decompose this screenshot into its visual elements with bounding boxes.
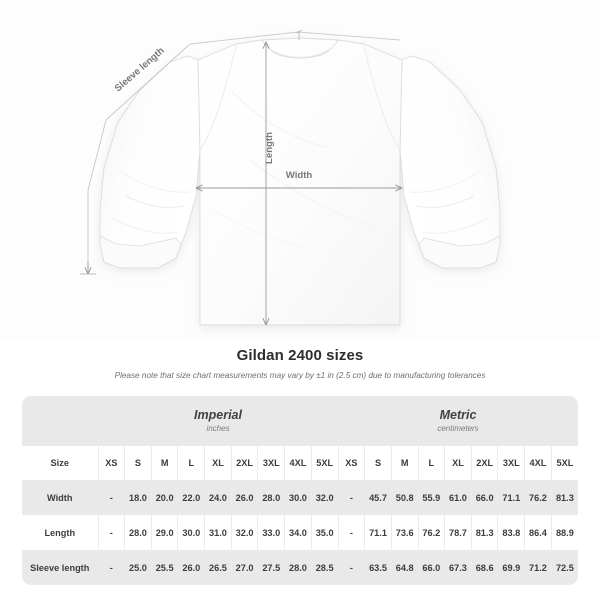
size-header-metric-3xl: 3XL (497, 446, 526, 480)
cell-sleeve-length-metric-3xl: 69.9 (497, 550, 526, 585)
size-header-metric-4xl: 4XL (524, 446, 552, 480)
garment-body-shape (99, 37, 501, 326)
cell-sleeve-length-metric-4xl: 71.2 (524, 550, 552, 585)
size-header-imperial-s: S (124, 446, 152, 480)
cell-sleeve-length-imperial-2xl: 27.0 (231, 550, 259, 585)
size-header-label: Size (22, 446, 99, 480)
cell-length-imperial-2xl: 32.0 (231, 515, 259, 550)
size-header-metric-s: S (364, 446, 392, 480)
cell-width-metric-m: 50.8 (391, 480, 419, 515)
cell-length-imperial-m: 29.0 (151, 515, 179, 550)
cell-sleeve-length-imperial-l: 26.0 (177, 550, 206, 585)
cell-width-imperial-l: 22.0 (177, 480, 206, 515)
cell-width-imperial-xs: - (98, 480, 126, 515)
cell-width-metric-5xl: 81.3 (551, 480, 578, 515)
unit-name: Imperial (194, 408, 242, 422)
cell-width-metric-s: 45.7 (364, 480, 392, 515)
unit-group-metric: Metric centimeters (338, 396, 578, 446)
chart-header: Gildan 2400 sizes Please note that size … (0, 346, 600, 381)
table-row: Length -28.0 29.0 30.0 31.0 32.0 33.0 34.0 35.0-… (22, 515, 578, 550)
cell-width-imperial-m: 20.0 (151, 480, 179, 515)
cell-sleeve-length-imperial-m: 25.5 (151, 550, 179, 585)
cell-length-imperial-s: 28.0 (124, 515, 152, 550)
cell-sleeve-length-imperial-xs: - (98, 550, 126, 585)
size-header-metric-xs: XS (337, 446, 366, 480)
cell-length-imperial-5xl: 35.0 (311, 515, 339, 550)
cell-width-metric-l: 55.9 (418, 480, 446, 515)
size-header-metric-m: M (391, 446, 419, 480)
size-header-metric-5xl: 5XL (551, 446, 578, 480)
size-chart-table: Imperial inches Metric centimeters Size XS S M L… (22, 396, 578, 585)
size-header-imperial-2xl: 2XL (231, 446, 259, 480)
cell-length-imperial-l: 30.0 (177, 515, 206, 550)
cell-sleeve-length-imperial-3xl: 27.5 (257, 550, 286, 585)
row-label-sleeve-length: Sleeve length (22, 550, 99, 585)
size-header-imperial-3xl: 3XL (257, 446, 286, 480)
cell-width-imperial-2xl: 26.0 (231, 480, 259, 515)
cell-length-metric-5xl: 88.9 (551, 515, 578, 550)
cell-width-imperial-s: 18.0 (124, 480, 152, 515)
cell-length-metric-l: 76.2 (418, 515, 446, 550)
cell-length-imperial-xl: 31.0 (204, 515, 232, 550)
size-header-metric-l: L (418, 446, 446, 480)
cell-width-imperial-4xl: 30.0 (284, 480, 312, 515)
unit-subtitle: inches (206, 424, 230, 433)
size-header-imperial-xl: XL (204, 446, 232, 480)
unit-band-spacer (22, 396, 98, 446)
unit-subtitle: centimeters (437, 424, 479, 433)
garment-illustration: Sleeve length Length Width (80, 29, 501, 326)
size-header-imperial-4xl: 4XL (284, 446, 312, 480)
cell-length-metric-xs: - (337, 515, 366, 550)
cell-length-metric-s: 71.1 (364, 515, 392, 550)
cell-width-imperial-3xl: 28.0 (257, 480, 286, 515)
table-row: Sleeve length -25.0 25.5 26.0 26.5 27.0 27.5 28… (22, 550, 578, 585)
cell-width-metric-xs: - (337, 480, 366, 515)
cell-length-metric-2xl: 81.3 (471, 515, 499, 550)
cell-sleeve-length-metric-5xl: 72.5 (551, 550, 578, 585)
cell-sleeve-length-metric-l: 66.0 (418, 550, 446, 585)
cell-sleeve-length-metric-2xl: 68.6 (471, 550, 499, 585)
table-row: Width -18.0 20.0 22.0 24.0 26.0 28.0 30.0 32.0-4… (22, 480, 578, 515)
cell-sleeve-length-metric-m: 64.8 (391, 550, 419, 585)
cell-width-metric-2xl: 66.0 (471, 480, 499, 515)
cell-length-metric-3xl: 83.8 (497, 515, 526, 550)
cell-width-imperial-xl: 24.0 (204, 480, 232, 515)
cell-length-metric-xl: 78.7 (444, 515, 472, 550)
size-header-imperial-5xl: 5XL (311, 446, 339, 480)
cell-width-metric-3xl: 71.1 (497, 480, 526, 515)
size-header-metric-xl: XL (444, 446, 472, 480)
cell-length-metric-4xl: 86.4 (524, 515, 552, 550)
cell-sleeve-length-imperial-xl: 26.5 (204, 550, 232, 585)
size-header-imperial-m: M (151, 446, 179, 480)
size-header-imperial-xs: XS (98, 446, 126, 480)
row-label-length: Length (22, 515, 99, 550)
cell-sleeve-length-imperial-4xl: 28.0 (284, 550, 312, 585)
cell-width-metric-4xl: 76.2 (524, 480, 552, 515)
page-title: Gildan 2400 sizes (236, 347, 364, 364)
shoulder-reference-line (189, 29, 401, 45)
cell-width-imperial-5xl: 32.0 (311, 480, 339, 515)
unit-group-imperial: Imperial inches (98, 396, 339, 446)
cell-length-imperial-xs: - (98, 515, 126, 550)
unit-band-row: Imperial inches Metric centimeters (22, 396, 578, 446)
size-header-imperial-l: L (177, 446, 206, 480)
cell-length-metric-m: 73.6 (391, 515, 419, 550)
cell-sleeve-length-metric-xs: - (337, 550, 366, 585)
cell-sleeve-length-metric-xl: 67.3 (444, 550, 472, 585)
unit-name: Metric (439, 408, 477, 422)
size-header-metric-2xl: 2XL (471, 446, 499, 480)
row-label-width: Width (22, 480, 99, 515)
cell-sleeve-length-imperial-5xl: 28.5 (311, 550, 339, 585)
size-header-row: Size XS S M L XL 2XL 3XL 4XL 5XL XS S M L XL 2XL 3XL 4XL 5… (22, 446, 578, 480)
cell-sleeve-length-metric-s: 63.5 (364, 550, 392, 585)
cell-sleeve-length-imperial-s: 25.0 (124, 550, 152, 585)
cell-length-imperial-3xl: 33.0 (257, 515, 286, 550)
cell-width-metric-xl: 61.0 (444, 480, 472, 515)
tolerance-note: Please note that size chart measurements… (114, 371, 486, 380)
cell-length-imperial-4xl: 34.0 (284, 515, 312, 550)
